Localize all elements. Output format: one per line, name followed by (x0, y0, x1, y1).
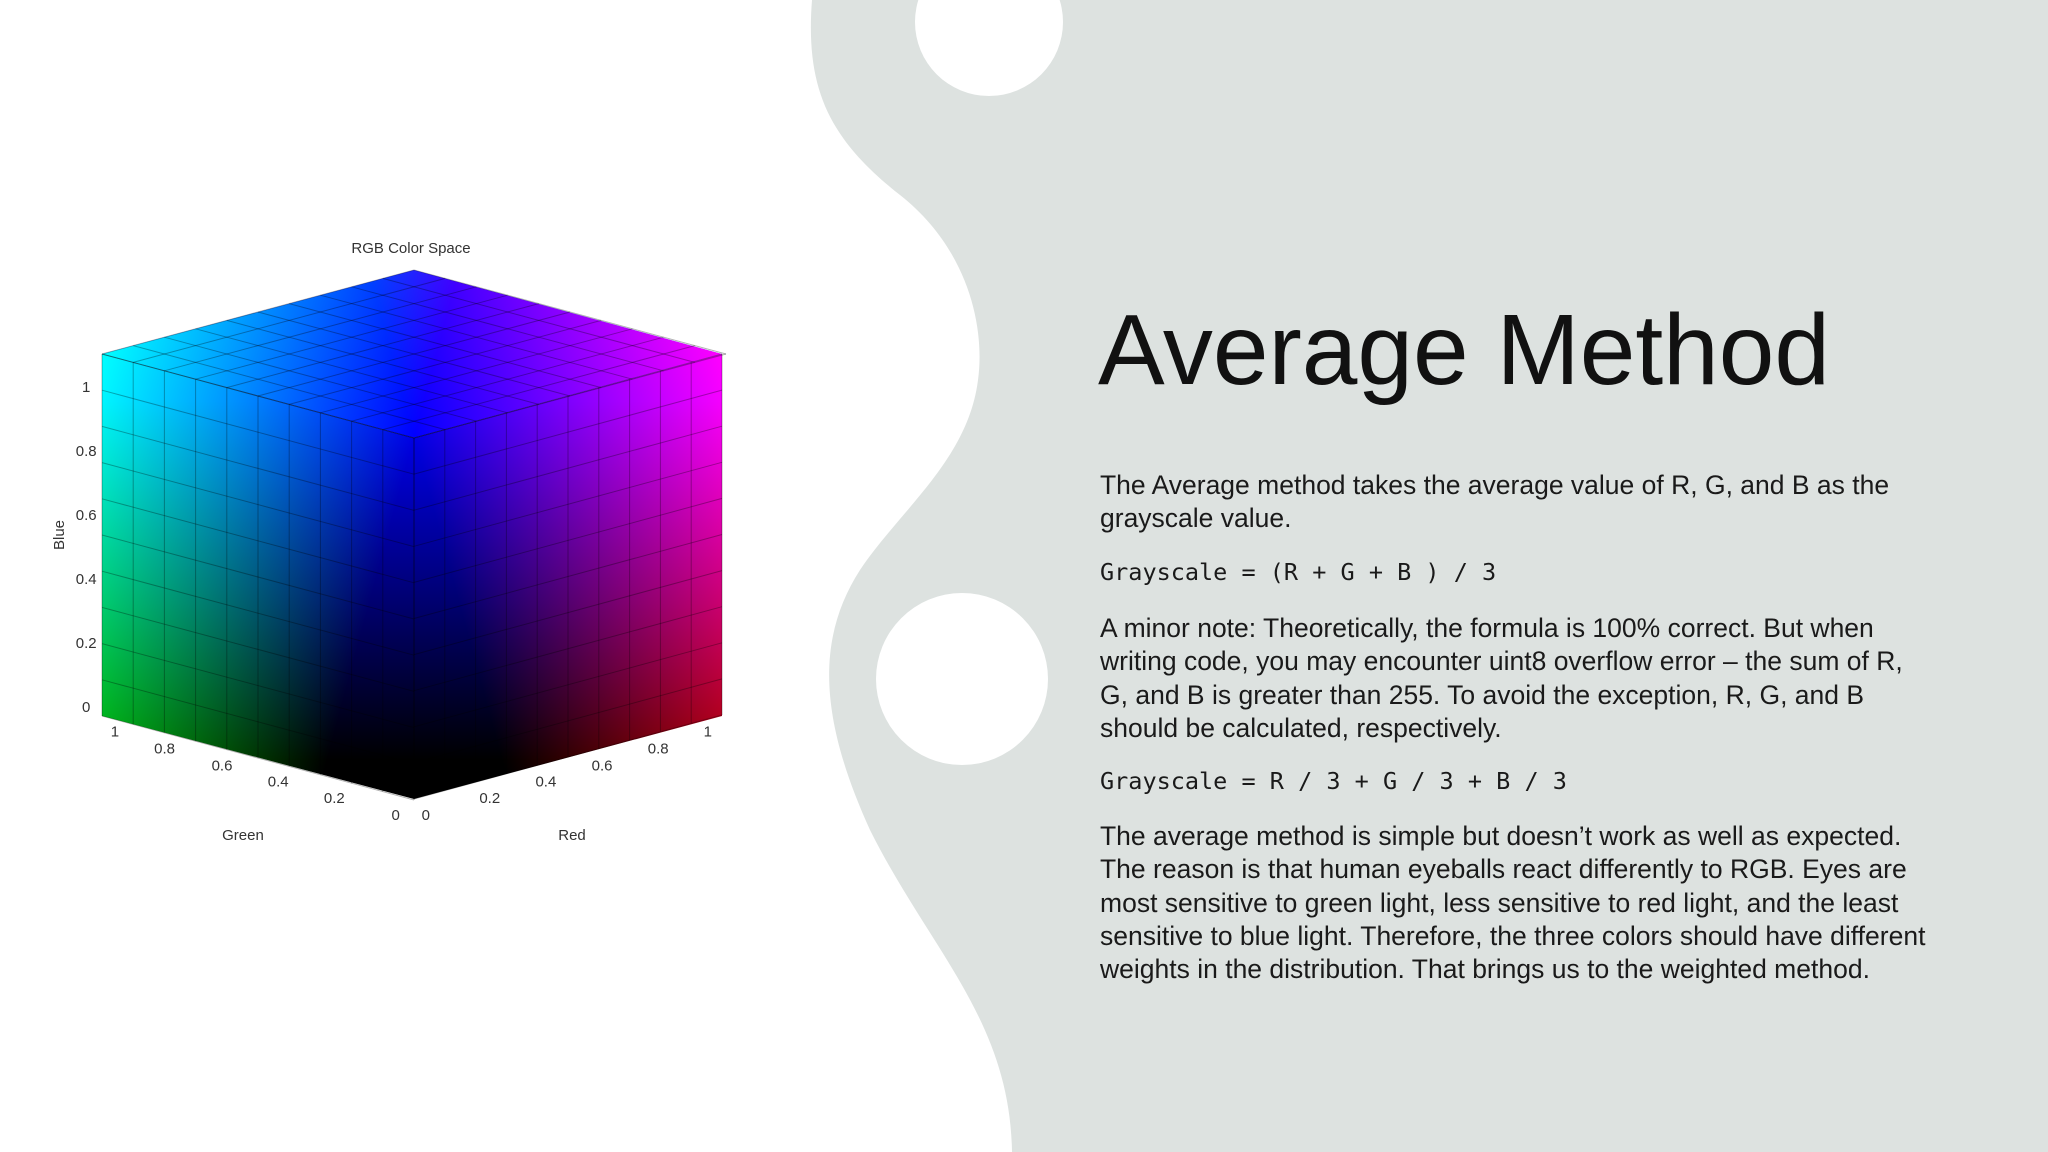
grid-line (133, 277, 446, 363)
blue-tick-label: 0.8 (76, 443, 97, 460)
blue-axis-label: Blue (51, 520, 68, 550)
grid-line (413, 425, 723, 511)
blue-tick-label: 0.2 (76, 635, 97, 652)
red-tick-label: 0.6 (592, 758, 613, 775)
grid-line (101, 389, 415, 475)
slide-title: Average Method (1098, 294, 1830, 406)
grid-line (320, 328, 633, 414)
green-tick-label: 0.8 (154, 741, 175, 758)
grid-line (164, 336, 477, 422)
formula: Grayscale = R / 3 + G / 3 + B / 3 (1100, 767, 1567, 795)
grid-line (413, 353, 727, 439)
green-tick-label: 0.2 (324, 790, 345, 807)
grid-line (413, 714, 723, 800)
grid-line (101, 715, 415, 801)
grid-line (257, 311, 571, 397)
red-tick-label: 1 (704, 724, 712, 741)
grid-line (413, 389, 723, 475)
paragraph: The Average method takes the average val… (1100, 470, 1890, 534)
green-tick-label: 0.4 (268, 773, 289, 790)
grid-line (101, 643, 415, 729)
grid-line (382, 345, 695, 431)
cube (102, 270, 722, 799)
green-axis-label: Green (222, 827, 264, 844)
grid-line (382, 277, 695, 363)
grid-line (413, 534, 723, 619)
red-tick-label: 0 (422, 807, 430, 824)
grid-line (289, 319, 602, 405)
grid-line (195, 294, 508, 380)
green-tick-label: 0 (392, 807, 400, 824)
cube-grid (101, 269, 727, 801)
top-face-green (102, 270, 722, 438)
formula: Grayscale = (R + G + B ) / 3 (1100, 558, 1497, 586)
grid-line (320, 294, 633, 380)
blue-tick-label: 1 (82, 379, 90, 396)
grid-line (413, 606, 723, 692)
grid-line (351, 336, 664, 422)
grid-line (101, 353, 415, 439)
circle-top (915, 0, 1063, 96)
red-axis-label: Red (558, 827, 586, 844)
grid-line (413, 678, 723, 764)
grid-line (101, 534, 415, 620)
grid-line (101, 570, 415, 656)
grid-line (133, 345, 446, 431)
grid-line (413, 353, 723, 439)
right-face-blue (414, 354, 722, 799)
blue-tick-label: 0 (82, 699, 90, 716)
grid-line (289, 303, 602, 389)
grid-line (101, 498, 415, 584)
grid-line (101, 679, 415, 765)
grid-line (164, 286, 477, 372)
paragraph: A minor note: Theoretically, the formula… (1100, 613, 1903, 743)
left-face-blue (102, 354, 414, 799)
grid-line (413, 642, 723, 728)
grid-line (413, 570, 723, 656)
grid-line (195, 328, 508, 414)
grid-line (226, 303, 539, 389)
grid-line (101, 462, 415, 548)
grid-line (413, 269, 727, 355)
grid-line (101, 606, 415, 692)
circle-middle (876, 593, 1048, 765)
green-tick-label: 1 (111, 724, 119, 741)
grid-line (101, 425, 415, 511)
red-tick-label: 0.4 (535, 773, 556, 790)
grid-line (226, 319, 539, 405)
rgb-cube-figure: RGB Color Space Blue Green Red 0 0.2 0.4 0.… (51, 240, 727, 844)
gray-shape (810, 0, 2048, 1152)
blue-tick-label: 0.6 (76, 507, 97, 524)
grid-line (257, 311, 571, 397)
grid-line (101, 269, 415, 355)
grid-line (413, 497, 723, 583)
grid-line (351, 286, 664, 372)
blue-tick-label: 0.4 (76, 571, 97, 588)
figure-title: RGB Color Space (351, 240, 470, 257)
grid-line (101, 353, 415, 439)
green-tick-label: 0.6 (212, 758, 233, 775)
red-tick-label: 0.8 (648, 741, 669, 758)
paragraph: The average method is simple but doesn’t… (1100, 821, 1926, 985)
grid-line (413, 461, 723, 547)
red-tick-label: 0.2 (479, 790, 500, 807)
